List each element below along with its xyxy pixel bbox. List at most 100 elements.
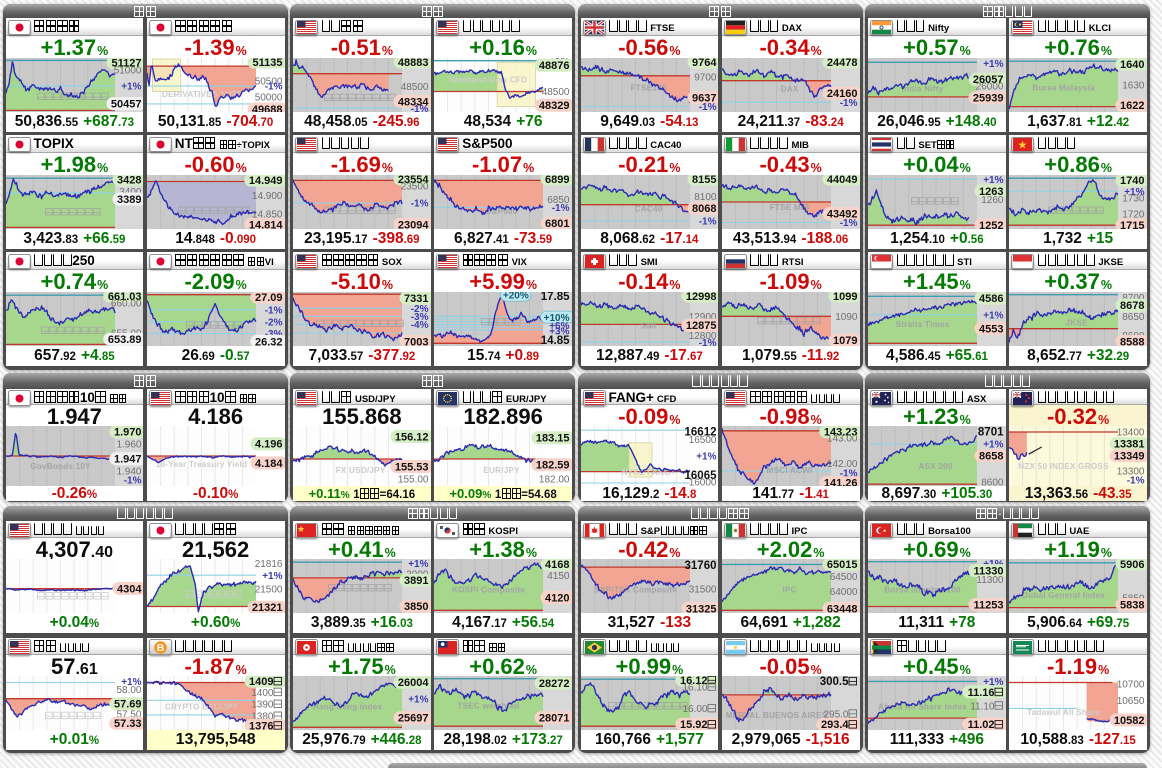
svg-text:48500: 48500 (401, 82, 429, 93)
svg-text:India Nifty: India Nifty (902, 85, 944, 94)
svg-text:13381: 13381 (1114, 438, 1145, 450)
svg-text:23094: 23094 (398, 219, 429, 229)
svg-text:50000: 50000 (254, 93, 282, 104)
svg-text:156.12: 156.12 (395, 431, 429, 443)
svg-text:9637: 9637 (692, 93, 716, 105)
svg-text:-1%: -1% (839, 98, 857, 109)
svg-text:26000: 26000 (976, 82, 1004, 93)
svg-text:+1%: +1% (1124, 187, 1144, 198)
svg-text:12900: 12900 (688, 312, 716, 323)
svg-text:182.59: 182.59 (536, 459, 570, 471)
svg-text:293.4: 293.4 (821, 719, 849, 730)
svg-text:CRYPTO BTC/JPY: CRYPTO BTC/JPY (165, 702, 239, 711)
svg-text:143.00: 143.00 (827, 433, 858, 444)
svg-text:8701: 8701 (978, 426, 1004, 438)
svg-text:11300: 11300 (976, 575, 1004, 586)
svg-text:1730: 1730 (1123, 193, 1146, 204)
svg-text:-1%: -1% (698, 102, 716, 112)
svg-text:+1%: +1% (983, 310, 1003, 321)
svg-text:14.814: 14.814 (249, 219, 284, 229)
svg-text:Bursa Malaysia: Bursa Malaysia (1033, 83, 1096, 92)
svg-text:8588: 8588 (1120, 336, 1144, 346)
svg-text:5838: 5838 (1120, 600, 1144, 612)
svg-text:16.12: 16.12 (679, 676, 707, 687)
svg-text:10582: 10582 (1114, 714, 1145, 726)
svg-text:10-Year Treasury Yield: 10-Year Treasury Yield (156, 459, 247, 468)
svg-text:Tadawul All Share: Tadawul All Share (1027, 707, 1100, 716)
svg-text:13400: 13400 (1117, 427, 1145, 438)
svg-text:64500: 64500 (829, 572, 857, 583)
svg-text:+1%: +1% (696, 451, 716, 462)
svg-text:-1%: -1% (264, 305, 282, 316)
svg-text:SMI: SMI (641, 322, 656, 331)
svg-text:4586: 4586 (979, 293, 1003, 305)
svg-text:143.23: 143.23 (824, 426, 858, 438)
svg-text:26.32: 26.32 (255, 336, 283, 346)
svg-text:1090: 1090 (835, 312, 858, 323)
svg-text:MERVAL BUENOS AIRES: MERVAL BUENOS AIRES (725, 711, 827, 720)
svg-text:+1%: +1% (983, 677, 1003, 688)
svg-text:295.0: 295.0 (823, 709, 848, 720)
svg-text:63448: 63448 (827, 603, 858, 613)
svg-text:CAC40: CAC40 (634, 205, 662, 214)
svg-text:8700: 8700 (1123, 293, 1146, 304)
svg-text:11.10: 11.10 (970, 701, 995, 712)
svg-text:-3%: -3% (264, 329, 282, 340)
svg-text:FTSE MIB: FTSE MIB (769, 203, 809, 212)
svg-text:48883: 48883 (398, 58, 429, 69)
svg-text:12800: 12800 (688, 331, 716, 342)
svg-text:+1%: +1% (408, 694, 428, 705)
svg-text:-1%: -1% (264, 82, 282, 93)
svg-text:FTSE100: FTSE100 (630, 83, 666, 92)
svg-text:+1%: +1% (983, 175, 1003, 186)
svg-text:50457: 50457 (110, 99, 141, 111)
svg-text:-2%: -2% (411, 304, 429, 315)
svg-text:8068: 8068 (692, 203, 716, 215)
svg-text:3389: 3389 (117, 194, 141, 206)
svg-text:KOSPI Composite: KOSPI Composite (452, 586, 525, 595)
svg-text:58.00: 58.00 (116, 685, 141, 696)
svg-text:5906: 5906 (1120, 559, 1144, 571)
svg-text:660.00: 660.00 (110, 298, 141, 309)
svg-text:+1%: +1% (121, 677, 141, 688)
svg-text:1720: 1720 (1123, 210, 1146, 221)
svg-text:+1%: +1% (408, 559, 428, 570)
svg-text:8155: 8155 (692, 175, 716, 186)
svg-text:6801: 6801 (545, 218, 569, 229)
svg-text:1376: 1376 (249, 720, 273, 730)
svg-text:1263: 1263 (979, 186, 1003, 198)
svg-text:MSCI ACWI: MSCI ACWI (766, 465, 812, 474)
svg-text:25939: 25939 (973, 93, 1004, 105)
svg-text:13349: 13349 (1114, 450, 1145, 462)
svg-text:-1%: -1% (698, 338, 716, 346)
svg-text:48334: 48334 (398, 96, 429, 108)
svg-text:155.00: 155.00 (398, 474, 429, 485)
svg-text:28272: 28272 (539, 678, 570, 690)
svg-text:15.92: 15.92 (679, 719, 707, 730)
svg-text:8678: 8678 (1120, 300, 1144, 312)
svg-text:64000: 64000 (829, 587, 857, 598)
svg-text:8650: 8650 (1123, 312, 1146, 323)
svg-text:-4%: -4% (411, 320, 429, 331)
svg-text:183.15: 183.15 (536, 432, 570, 444)
svg-text:31760: 31760 (684, 560, 716, 572)
svg-text:11.16: 11.16 (968, 686, 995, 698)
svg-text:8600: 8600 (981, 477, 1004, 486)
svg-text:7003: 7003 (404, 336, 428, 346)
svg-text:26057: 26057 (973, 74, 1004, 86)
svg-text:4150: 4150 (548, 571, 571, 582)
svg-text:S&P500: S&P500 (486, 207, 518, 216)
svg-text:44049: 44049 (827, 175, 858, 186)
svg-text:1380: 1380 (251, 711, 274, 722)
svg-text:6850: 6850 (548, 195, 571, 206)
svg-text:16612: 16612 (684, 426, 716, 438)
svg-text:B: B (156, 642, 164, 654)
svg-text:1260: 1260 (981, 195, 1004, 206)
svg-text:51135: 51135 (252, 58, 282, 69)
svg-text:IPC: IPC (782, 586, 796, 595)
svg-text:1.960: 1.960 (116, 439, 141, 450)
svg-text:14.850: 14.850 (252, 210, 283, 221)
svg-text:26004: 26004 (398, 677, 429, 689)
svg-text:1099: 1099 (833, 292, 857, 303)
svg-text:3400: 3400 (119, 187, 142, 198)
